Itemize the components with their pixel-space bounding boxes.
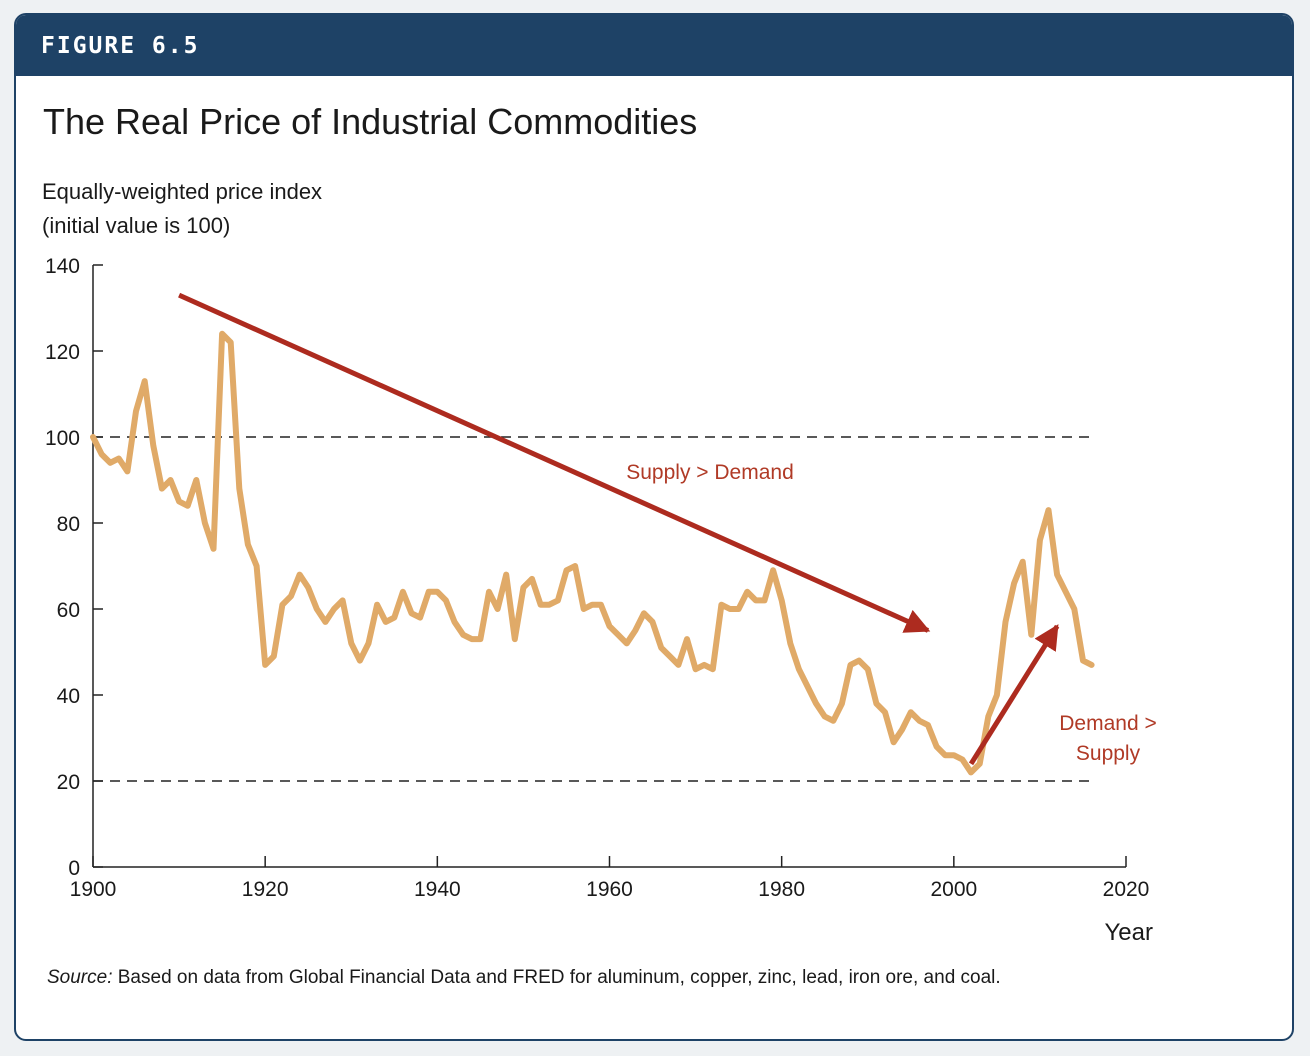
series-group <box>90 330 1095 776</box>
axes: 0 20 40 60 80 100 120 140 1900 1920 1940 1960 1980 20… <box>45 255 1149 901</box>
x-tick-label-1900: 1900 <box>70 878 117 901</box>
annotation-demand-supply-line-1: Demand > <box>1059 712 1156 735</box>
y-axis-label-line-1: Equally-weighted price index <box>42 179 322 204</box>
x-tick-label-1920: 1920 <box>242 878 289 901</box>
trend-arrow-up <box>968 624 1060 766</box>
x-tick-label-1940: 1940 <box>414 878 461 901</box>
y-tick-label-120: 120 <box>45 341 80 364</box>
annotations: Supply > Demand Demand > Supply <box>178 292 1157 766</box>
x-tick-label-1980: 1980 <box>758 878 805 901</box>
y-axis-label-line-2: (initial value is 100) <box>42 213 230 238</box>
annotation-demand-supply-line-2: Supply <box>1076 742 1141 765</box>
annotation-supply-demand: Supply > Demand <box>626 461 794 484</box>
figure-label: FIGURE 6.5 <box>41 33 200 59</box>
figure-card: FIGURE 6.5 The Real Price of Industrial … <box>14 13 1294 1041</box>
y-tick-label-100: 100 <box>45 427 80 450</box>
source-prefix: Source: <box>47 967 113 988</box>
y-tick-label-0: 0 <box>68 857 80 880</box>
trend-arrow-down <box>178 292 931 633</box>
y-tick-label-140: 140 <box>45 255 80 278</box>
y-tick-label-80: 80 <box>57 513 80 536</box>
x-tick-label-1960: 1960 <box>586 878 633 901</box>
x-tick-label-2000: 2000 <box>930 878 977 901</box>
reference-lines <box>93 436 1092 782</box>
source-text: Based on data from Global Financial Data… <box>112 967 1001 988</box>
source-note: Source: Based on data from Global Financ… <box>47 967 1001 989</box>
x-tick-label-2020: 2020 <box>1103 878 1150 901</box>
x-axis-label: Year <box>1105 919 1154 946</box>
chart-title: The Real Price of Industrial Commodities <box>43 101 698 142</box>
figure-header: FIGURE 6.5 <box>16 15 1292 76</box>
series-line-0 <box>90 330 1095 776</box>
y-tick-label-20: 20 <box>57 771 80 794</box>
y-tick-label-60: 60 <box>57 599 80 622</box>
y-tick-label-40: 40 <box>57 685 80 708</box>
